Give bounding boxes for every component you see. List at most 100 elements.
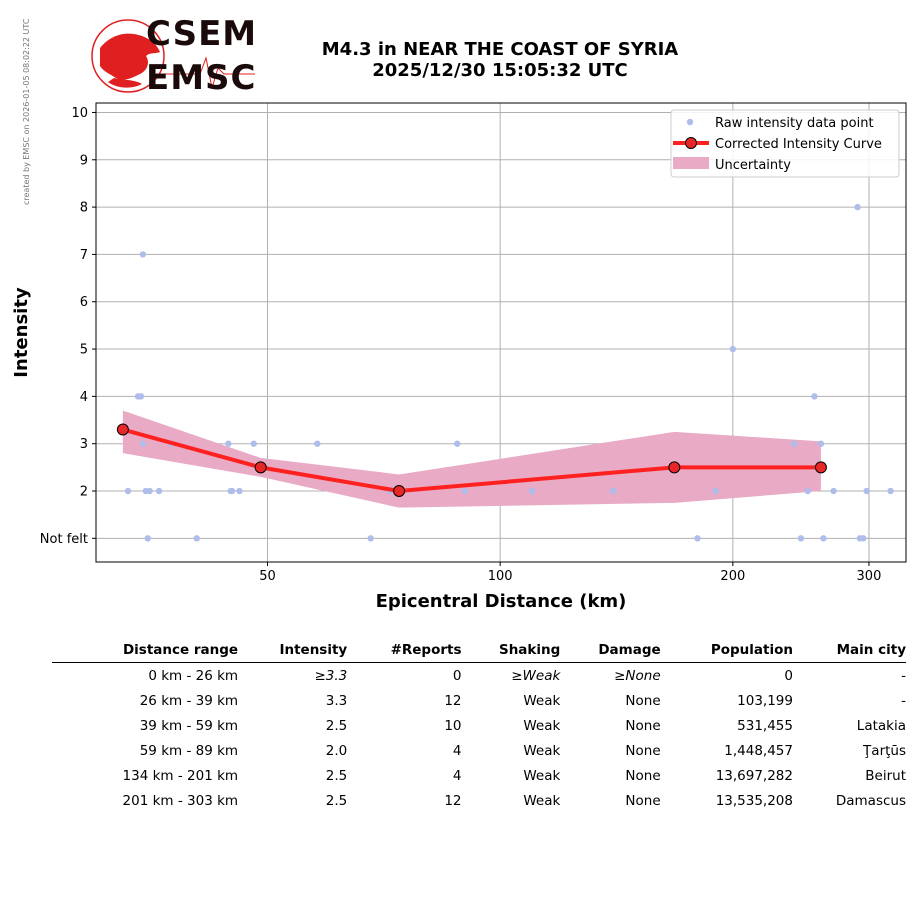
table-cell: 2.0 (325, 742, 348, 759)
column-header: Distance range (52, 640, 239, 663)
raw-data-point (694, 535, 701, 542)
y-axis-label: Intensity (11, 287, 32, 378)
raw-data-point (804, 487, 811, 495)
table-cell: Latakia (856, 717, 906, 734)
table-header-row: Distance range Intensity #Reports Shaking Da… (52, 640, 906, 663)
raw-data-point (228, 487, 236, 495)
y-tick-label: 6 (80, 295, 88, 310)
legend-label: Corrected Intensity Curve (715, 137, 882, 152)
curve-marker (668, 461, 681, 474)
uncertainty-band (122, 410, 821, 508)
table-cell: 2.5 (325, 792, 348, 809)
raw-data-point (860, 535, 867, 542)
raw-data-point (712, 487, 719, 495)
table-cell: - (901, 667, 906, 684)
x-tick-label: 300 (857, 569, 882, 584)
table-cell: 39 km - 59 km (139, 717, 239, 734)
raw-data-point (830, 487, 837, 495)
raw-data-point (854, 203, 861, 211)
column-header: Population (660, 640, 793, 663)
raw-data-point (314, 440, 321, 447)
table-row: 39 km - 59 km 2.5 10 Weak None 531,455 Latakia (52, 713, 906, 738)
raw-data-point (250, 440, 257, 447)
raw-data-point (139, 440, 147, 447)
table-cell: Weak (523, 717, 561, 734)
table-cell: None (625, 692, 661, 709)
table-row: 59 km - 89 km 2.0 4 Weak None 1,448,457 Ţarţūs (52, 738, 906, 763)
raw-data-point (811, 393, 818, 400)
table-row: 26 km - 39 km 3.3 12 Weak None 103,199 - (52, 688, 906, 713)
table-cell: 12 (444, 792, 462, 809)
curve-marker (116, 423, 129, 436)
legend-curve-marker (685, 137, 697, 149)
raw-data-point (139, 251, 147, 258)
curve-marker (393, 485, 406, 498)
x-tick-label: 100 (488, 569, 513, 584)
logo-text-csem: CSEM (146, 14, 258, 54)
legend-raw-marker (686, 118, 694, 126)
legend-label: Raw intensity data point (715, 116, 874, 131)
raw-data-point (461, 487, 468, 495)
table-cell: 201 km - 303 km (122, 792, 239, 809)
raw-data-point (367, 535, 374, 542)
y-tick-label: 2 (80, 485, 88, 500)
raw-data-point (144, 535, 151, 542)
y-tick-label: 3 (80, 437, 88, 452)
raw-data-point (887, 487, 894, 495)
raw-data-point (236, 487, 243, 495)
curve-marker (254, 461, 267, 474)
table-cell: 531,455 (737, 717, 793, 734)
y-tick-label: 5 (80, 343, 88, 358)
table-cell: 2.5 (325, 767, 348, 784)
table-cell: 59 km - 89 km (139, 742, 239, 759)
raw-data-point (193, 535, 200, 542)
legend-uncertainty-swatch (673, 157, 709, 169)
table-cell: Beirut (865, 767, 906, 784)
table-cell: 2.5 (325, 717, 348, 734)
x-axis-label: Epicentral Distance (km) (376, 591, 627, 612)
table-cell: None (625, 717, 661, 734)
table-cell: 10 (444, 717, 462, 734)
column-header: Damage (560, 640, 661, 663)
intensity-chart: 50 100 200 300 Not felt 2 3 4 5 6 7 8 9 10 Epicentral … (11, 102, 907, 612)
y-tick-label: 9 (80, 153, 88, 168)
table-cell: 0 (784, 667, 793, 684)
table-body: 0 km - 26 km ≥3.3 0 ≥Weak ≥None 0-26 km - 39 … (52, 663, 906, 814)
globe-logo-icon (91, 19, 255, 93)
y-tick-label: 7 (80, 248, 88, 263)
curve-marker (814, 461, 827, 474)
raw-data-point (528, 487, 536, 495)
table-cell: 12 (444, 692, 462, 709)
column-header: Intensity (238, 640, 348, 663)
table-row: 134 km - 201 km 2.5 4 Weak None 13,697,282 Bei… (52, 763, 906, 788)
legend-label: Uncertainty (715, 158, 791, 173)
raw-data-point (124, 487, 132, 495)
table-cell: Weak (523, 792, 561, 809)
table-cell: None (625, 742, 661, 759)
raw-data-point (454, 440, 461, 447)
table-cell: 3.3 (325, 692, 348, 709)
table-cell: 0 km - 26 km (148, 667, 239, 684)
raw-data-point (137, 393, 145, 400)
raw-data-point (820, 535, 827, 542)
raw-data-point (609, 487, 617, 495)
y-tick-label: 4 (80, 390, 88, 405)
y-tick-label: 10 (71, 106, 88, 121)
csem-emsc-logo: CSEM EMSC (90, 14, 256, 98)
table-cell: Weak (523, 742, 561, 759)
table-cell: 13,697,282 (715, 767, 793, 784)
plot-frame (95, 102, 907, 563)
column-header: Main city (792, 640, 906, 663)
table-cell: Weak (523, 692, 561, 709)
table-cell: 4 (452, 742, 462, 759)
intensity-summary-table: Distance range Intensity #Reports Shaking Da… (52, 640, 906, 813)
table-cell: 134 km - 201 km (122, 767, 239, 784)
table-cell: 26 km - 39 km (139, 692, 239, 709)
table-cell: ≥None (614, 667, 661, 684)
raw-data-point (155, 487, 163, 495)
y-tick-label: Not felt (40, 532, 88, 547)
title-line-2: 2025/12/30 15:05:32 UTC (372, 60, 628, 81)
legend-box (670, 109, 900, 178)
x-tick-label: 50 (259, 569, 276, 584)
table-cell: 103,199 (737, 692, 793, 709)
